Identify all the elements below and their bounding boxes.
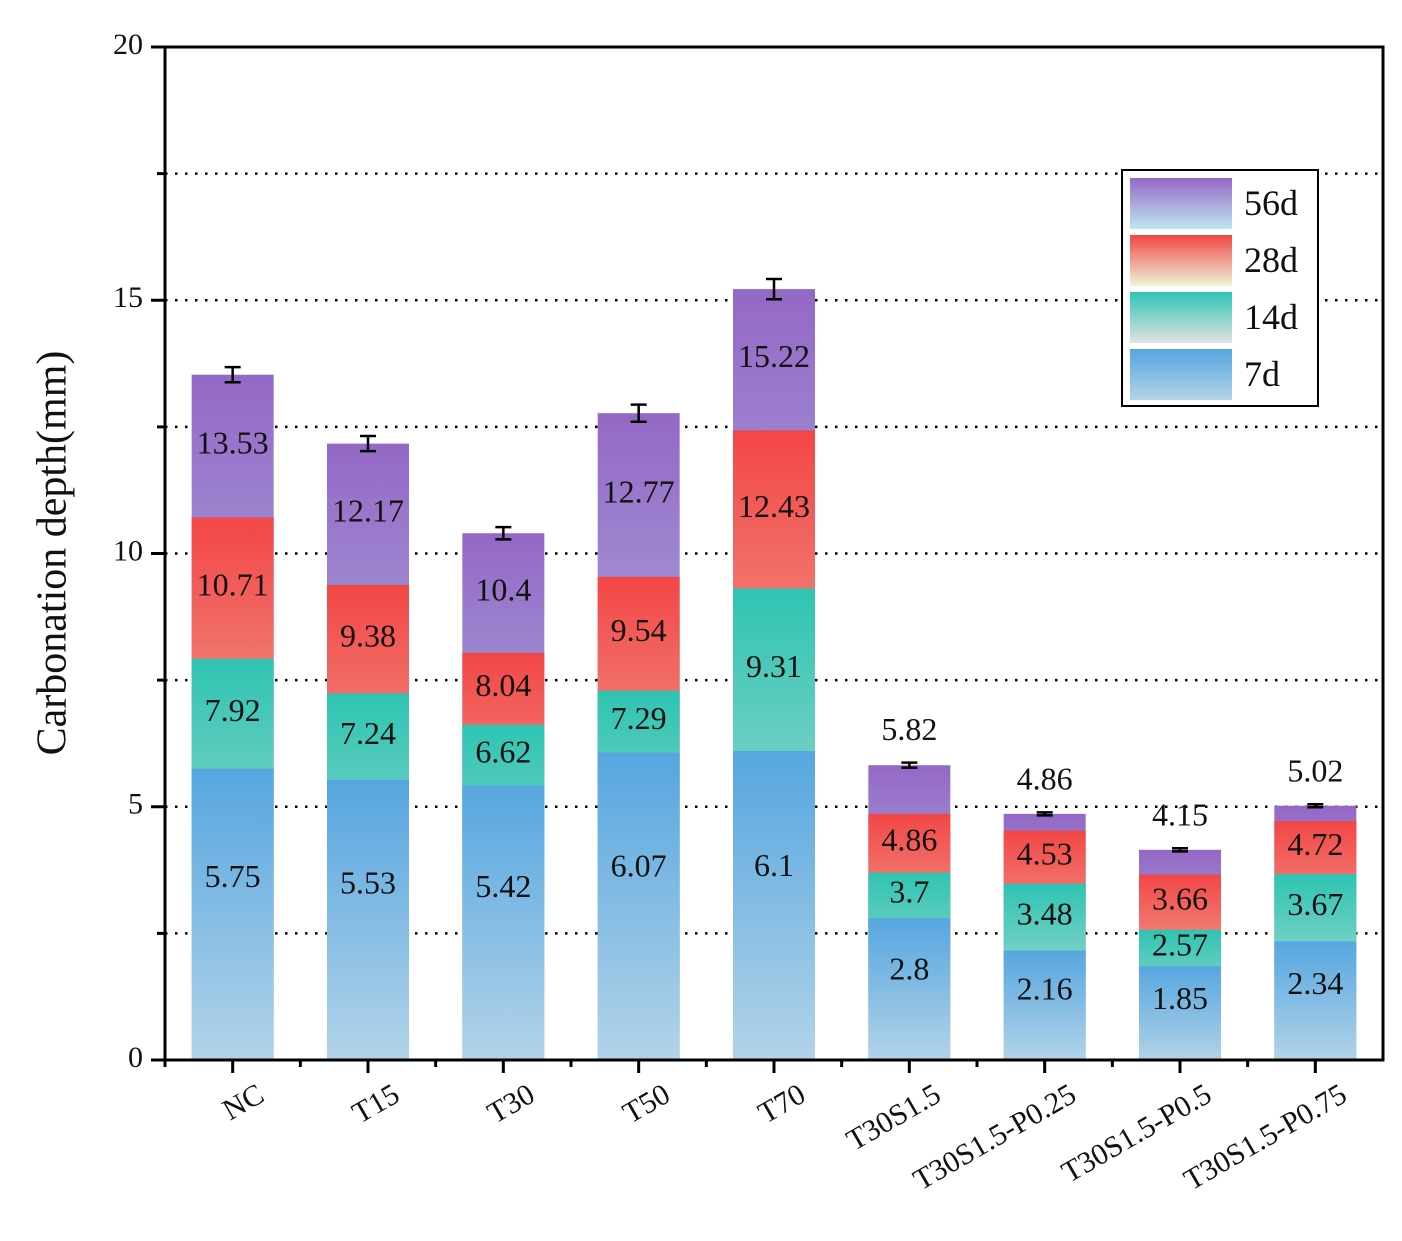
y-tick-label: 10	[113, 534, 143, 567]
legend-label: 7d	[1244, 354, 1280, 394]
value-label: 4.53	[1017, 835, 1073, 871]
value-label: 2.8	[889, 950, 929, 986]
bar	[462, 785, 545, 1060]
value-label: 12.43	[738, 488, 810, 524]
legend-swatch	[1130, 349, 1232, 400]
error-bar	[901, 761, 918, 769]
y-tick-label: 20	[113, 28, 143, 61]
error-bar	[1307, 802, 1324, 809]
x-tick-label: T15	[347, 1077, 405, 1130]
y-tick-label: 0	[128, 1041, 143, 1074]
value-label: 4.86	[881, 822, 937, 858]
value-label: 6.62	[475, 733, 531, 769]
value-label: 4.86	[1017, 761, 1073, 797]
value-label: 3.66	[1152, 881, 1208, 917]
error-bar	[360, 434, 376, 453]
legend-label: 56d	[1244, 183, 1298, 223]
bar	[597, 752, 680, 1060]
x-tick-label: T50	[617, 1077, 675, 1130]
value-label: 10.4	[475, 571, 531, 607]
value-label: 10.71	[197, 567, 269, 603]
value-label: 5.82	[881, 711, 937, 747]
value-label: 7.29	[611, 700, 667, 736]
value-label: 9.54	[611, 612, 667, 648]
bar	[327, 779, 409, 1060]
value-label: 13.53	[197, 424, 269, 460]
value-label: 5.42	[475, 868, 531, 904]
legend-swatch	[1130, 178, 1232, 229]
value-label: 12.17	[332, 493, 404, 529]
bar	[1139, 966, 1221, 1060]
error-bar	[630, 403, 647, 424]
value-label: 3.7	[889, 874, 929, 910]
error-bar	[495, 525, 512, 541]
value-label: 12.77	[603, 473, 675, 509]
legend-label: 14d	[1244, 297, 1298, 337]
value-label: 2.16	[1017, 971, 1073, 1007]
error-bar	[1036, 811, 1053, 817]
bar	[868, 918, 951, 1060]
y-tick-label: 15	[113, 281, 143, 314]
y-axis-label: Carbonation depth(mm)	[30, 351, 76, 756]
x-tick-label: NC	[217, 1077, 270, 1126]
bar	[191, 768, 274, 1060]
error-bar	[224, 365, 241, 384]
value-label: 4.72	[1287, 826, 1343, 862]
x-tick-label: T30S1.5	[841, 1077, 946, 1157]
error-bar	[1172, 847, 1188, 853]
legend-swatch	[1130, 235, 1232, 286]
value-label: 2.34	[1287, 965, 1343, 1001]
bar	[1003, 950, 1086, 1060]
value-label: 5.53	[340, 865, 396, 901]
value-label: 1.85	[1152, 980, 1208, 1016]
bar	[733, 751, 815, 1060]
value-label: 3.67	[1287, 886, 1343, 922]
value-label: 4.15	[1152, 797, 1208, 833]
value-label: 3.48	[1017, 896, 1073, 932]
value-label: 5.02	[1287, 753, 1343, 789]
y-tick-label: 5	[128, 788, 143, 821]
bar	[1274, 941, 1357, 1060]
value-label: 8.04	[475, 667, 531, 703]
value-label: 7.92	[205, 692, 261, 728]
value-label: 15.22	[738, 338, 810, 374]
x-tick-label: T30	[482, 1077, 540, 1130]
legend-label: 28d	[1244, 240, 1298, 280]
value-label: 2.57	[1152, 926, 1208, 962]
value-label: 6.07	[611, 848, 667, 884]
value-label: 9.38	[340, 617, 396, 653]
value-label: 6.1	[754, 847, 794, 883]
x-tick-label: T70	[753, 1077, 811, 1130]
error-bar	[766, 277, 782, 301]
value-label: 7.24	[340, 715, 396, 751]
value-label: 5.75	[205, 858, 261, 894]
value-label: 9.31	[746, 648, 802, 684]
legend-swatch	[1130, 292, 1232, 343]
